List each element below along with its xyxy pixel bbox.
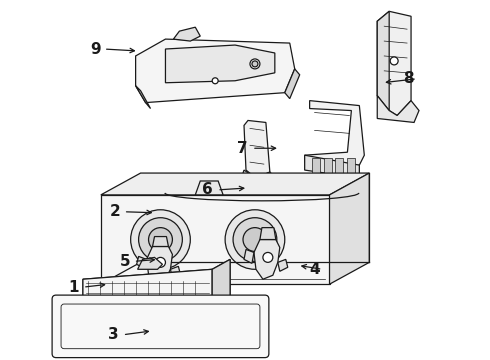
Polygon shape bbox=[136, 86, 150, 109]
Circle shape bbox=[131, 210, 190, 269]
Text: 6: 6 bbox=[202, 183, 213, 197]
Polygon shape bbox=[166, 187, 359, 207]
Polygon shape bbox=[83, 260, 230, 335]
Polygon shape bbox=[244, 249, 254, 264]
Text: 5: 5 bbox=[120, 254, 131, 269]
Polygon shape bbox=[260, 228, 276, 239]
Text: 2: 2 bbox=[110, 204, 121, 219]
Polygon shape bbox=[83, 269, 212, 335]
Circle shape bbox=[212, 78, 218, 84]
Polygon shape bbox=[196, 181, 223, 195]
Polygon shape bbox=[312, 158, 319, 175]
Polygon shape bbox=[254, 239, 280, 279]
Polygon shape bbox=[305, 155, 359, 178]
Polygon shape bbox=[336, 158, 343, 175]
Polygon shape bbox=[377, 11, 411, 116]
Text: 7: 7 bbox=[237, 141, 248, 156]
Polygon shape bbox=[147, 247, 172, 282]
FancyBboxPatch shape bbox=[52, 295, 269, 357]
Polygon shape bbox=[173, 27, 200, 41]
Text: 4: 4 bbox=[309, 262, 319, 277]
Circle shape bbox=[252, 61, 258, 67]
Text: 1: 1 bbox=[69, 280, 79, 295]
Circle shape bbox=[250, 59, 260, 69]
Polygon shape bbox=[347, 158, 355, 175]
Polygon shape bbox=[166, 45, 275, 83]
Circle shape bbox=[139, 218, 182, 261]
Text: 9: 9 bbox=[90, 41, 101, 57]
Circle shape bbox=[390, 57, 398, 65]
Polygon shape bbox=[238, 170, 278, 192]
Circle shape bbox=[243, 228, 267, 251]
Polygon shape bbox=[278, 260, 288, 271]
Polygon shape bbox=[101, 195, 329, 284]
Polygon shape bbox=[212, 260, 230, 327]
Circle shape bbox=[263, 252, 273, 262]
Polygon shape bbox=[285, 69, 300, 99]
Circle shape bbox=[155, 257, 166, 267]
Polygon shape bbox=[136, 39, 294, 103]
Polygon shape bbox=[377, 11, 389, 111]
Polygon shape bbox=[377, 96, 419, 122]
Text: 3: 3 bbox=[108, 327, 119, 342]
Circle shape bbox=[233, 218, 277, 261]
Polygon shape bbox=[305, 100, 365, 168]
Polygon shape bbox=[244, 121, 270, 178]
Polygon shape bbox=[323, 158, 332, 175]
Polygon shape bbox=[137, 256, 147, 268]
Text: 8: 8 bbox=[403, 71, 414, 86]
Polygon shape bbox=[171, 266, 180, 278]
Polygon shape bbox=[101, 173, 369, 195]
Polygon shape bbox=[152, 237, 169, 247]
Polygon shape bbox=[138, 257, 163, 269]
Polygon shape bbox=[329, 173, 369, 284]
Circle shape bbox=[148, 228, 172, 251]
Circle shape bbox=[225, 210, 285, 269]
